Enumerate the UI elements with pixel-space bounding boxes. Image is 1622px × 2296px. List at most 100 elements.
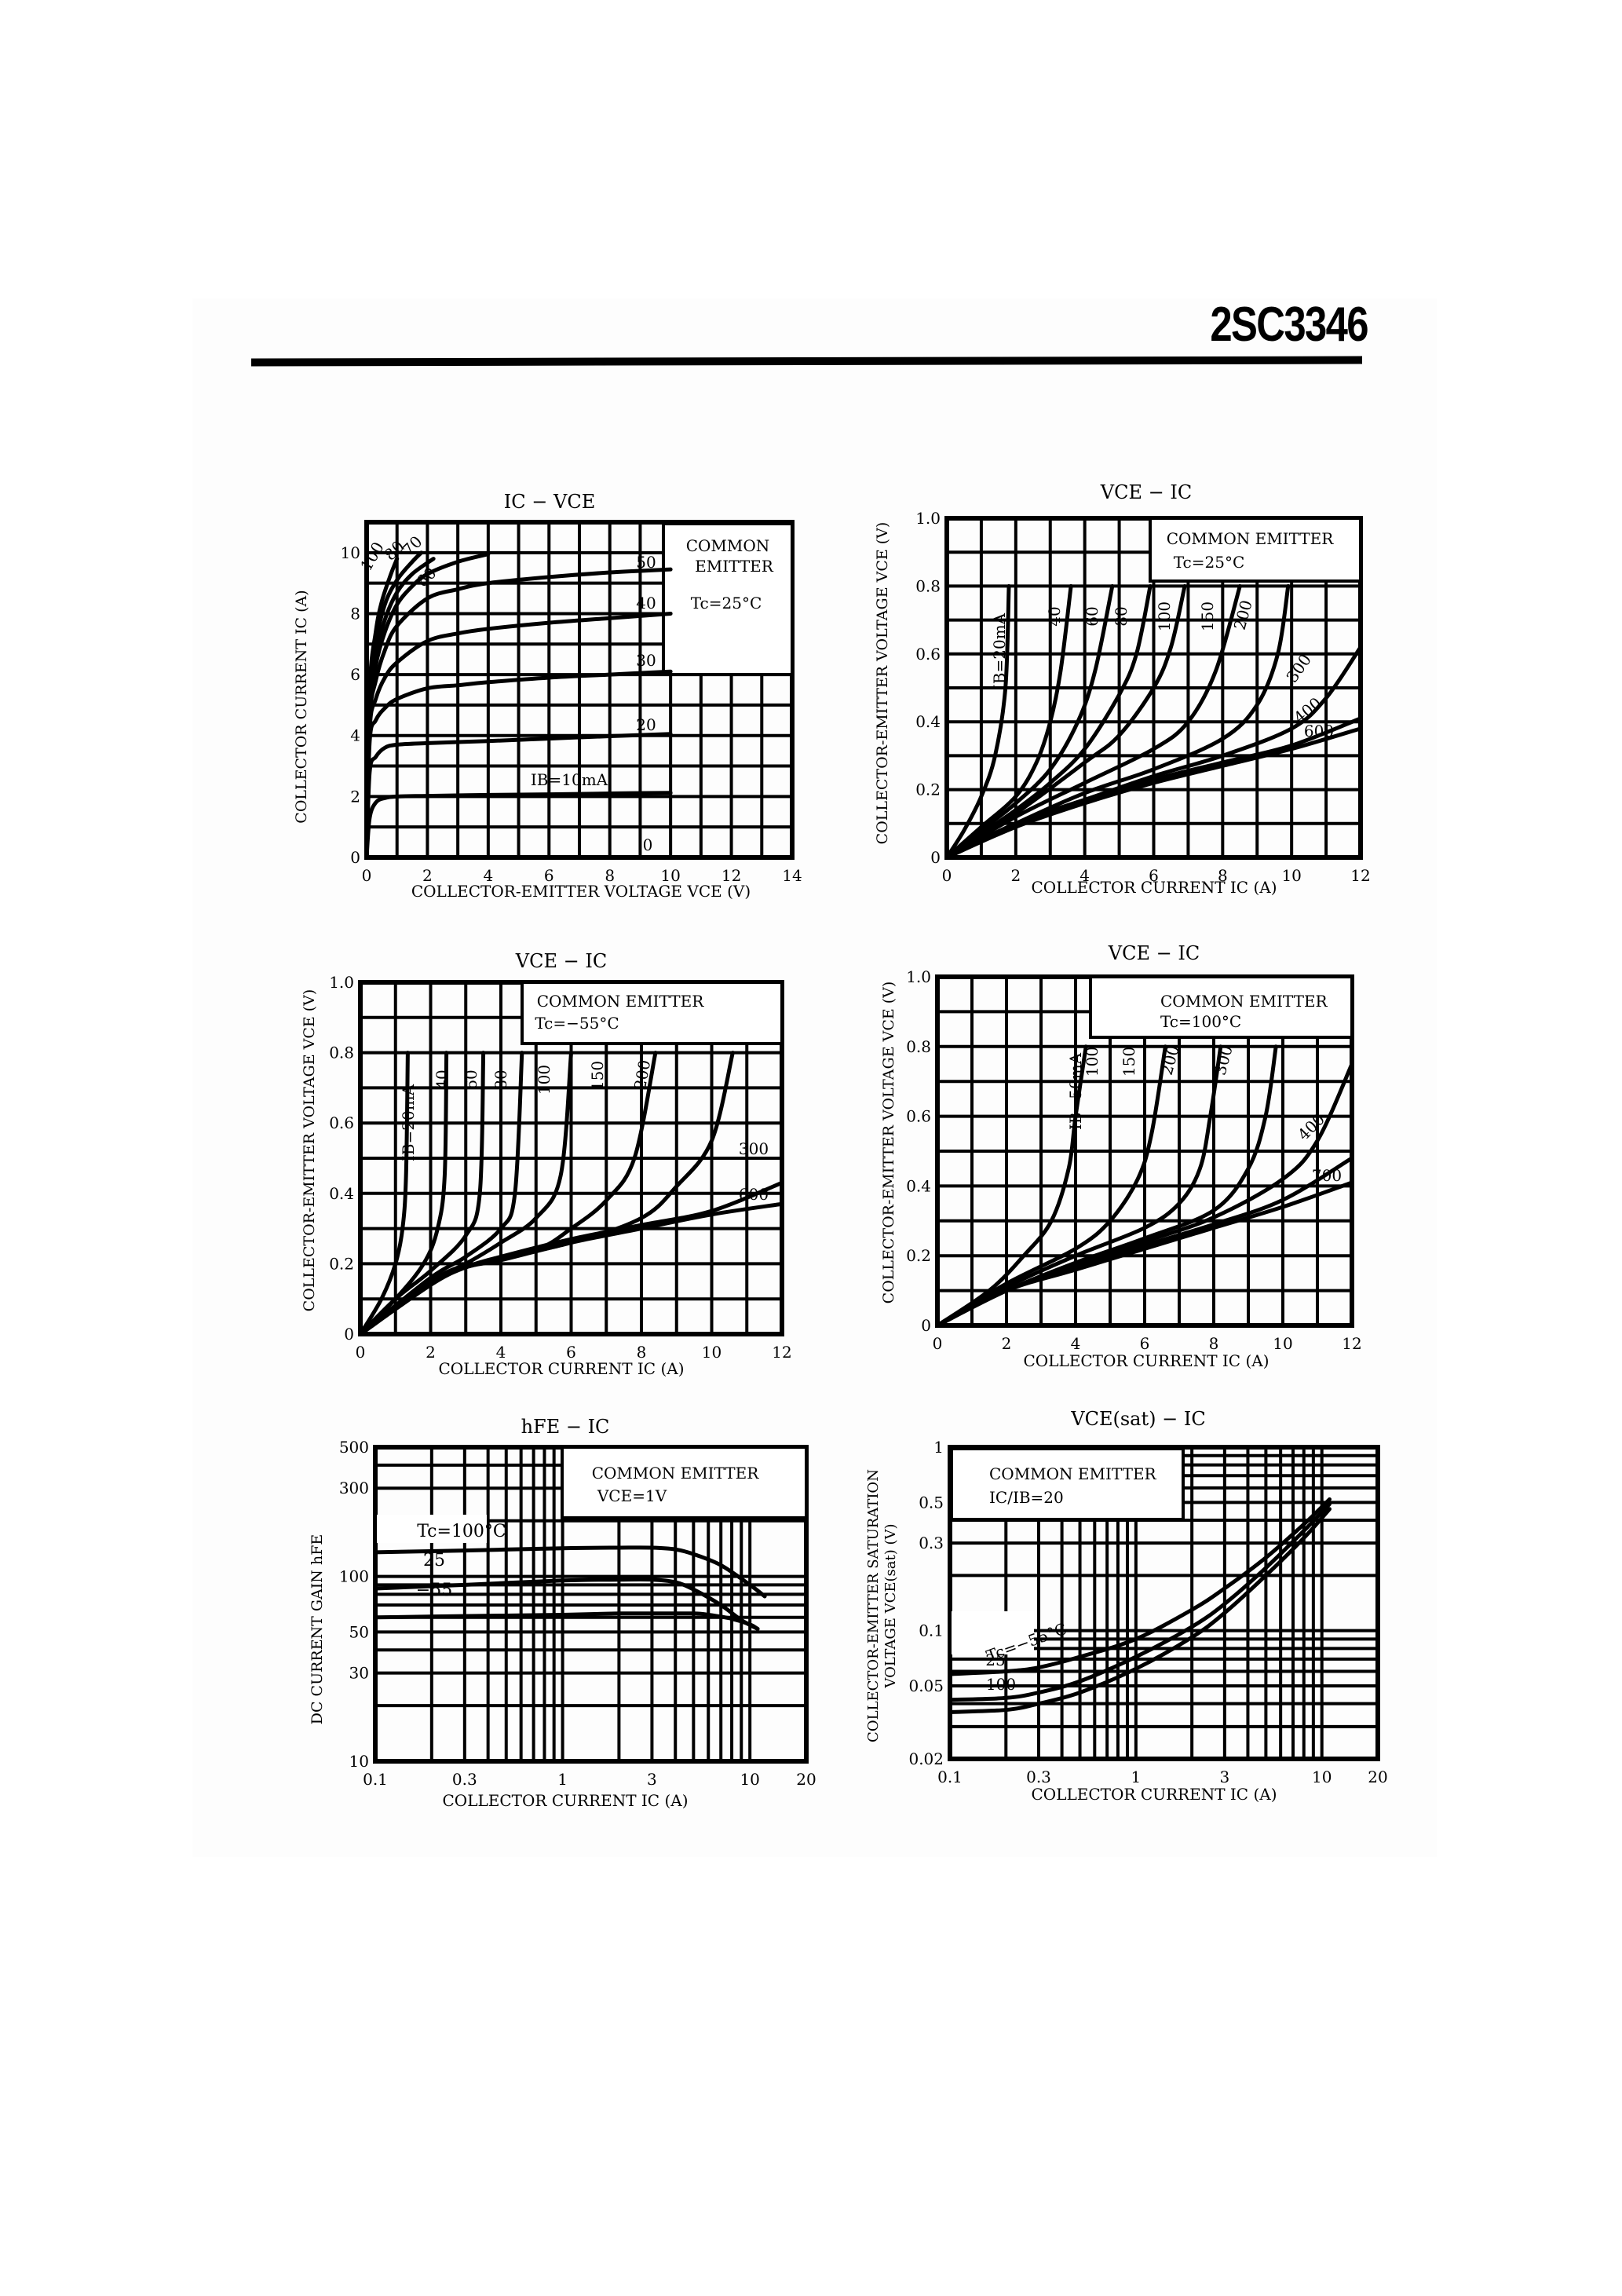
svg-text:COMMON EMITTER: COMMON EMITTER: [1167, 529, 1335, 548]
svg-text:80: 80: [491, 1069, 510, 1089]
chart-vce-ic-100c: COMMON EMITTER Tc=100°C VCE − IC COLLECT…: [880, 942, 1362, 1370]
condition-box: [561, 1446, 808, 1519]
series-curve: [944, 583, 1153, 860]
x-tick-label: 1: [557, 1770, 568, 1789]
chart-title: VCE − IC: [1108, 942, 1200, 964]
y-tick-label: 1: [933, 1438, 944, 1457]
x-tick-label: 1: [1131, 1768, 1141, 1786]
svg-text:−55: −55: [416, 1581, 452, 1600]
series-curve: [364, 557, 436, 860]
y-tick-label: 0: [350, 848, 360, 867]
svg-text:300: 300: [1282, 650, 1315, 686]
y-tick-label: 100: [339, 1567, 369, 1586]
svg-text:COMMON EMITTER: COMMON EMITTER: [1160, 992, 1328, 1011]
series-curve: [358, 1051, 486, 1336]
x-tick-label: 0: [933, 1334, 943, 1353]
series-curve: [944, 583, 1073, 860]
y-tick-label: 8: [350, 604, 360, 623]
y-tick-label: 0.6: [906, 1107, 931, 1126]
y-tick-label: 1.0: [915, 509, 941, 528]
series-curve: [364, 557, 400, 860]
x-tick-label: 10: [1273, 1334, 1292, 1353]
x-tick-label: 20: [796, 1770, 816, 1789]
x-tick-label: 0: [362, 866, 372, 885]
y-tick-label: 0.2: [329, 1254, 354, 1273]
y-axis-label: COLLECTOR CURRENT IC (A): [293, 590, 310, 823]
y-tick-label: 1.0: [906, 967, 931, 986]
y-tick-label: 30: [349, 1664, 369, 1683]
x-axis-label: COLLECTOR CURRENT IC (A): [1024, 1351, 1269, 1370]
svg-text:80: 80: [1112, 606, 1131, 626]
series-curve: [948, 1501, 1332, 1702]
series-curve: [358, 1051, 573, 1336]
series-curve: [935, 1044, 1167, 1328]
series-curve: [373, 1611, 760, 1631]
chart-title: VCE(sat) − IC: [1070, 1408, 1205, 1430]
y-tick-label: 50: [349, 1622, 369, 1641]
y-tick-label: 0.5: [919, 1493, 944, 1512]
series-curve: [948, 1497, 1332, 1676]
chart-title: VCE − IC: [1100, 481, 1192, 503]
x-tick-label: 4: [1071, 1334, 1081, 1353]
y-tick-label: 0.1: [919, 1621, 944, 1640]
x-tick-label: 10: [1281, 866, 1301, 885]
x-tick-label: 6: [1140, 1334, 1150, 1353]
x-tick-label: 2: [1010, 866, 1021, 885]
box-line-1: COMMON: [686, 536, 770, 555]
y-tick-label: 0.8: [329, 1044, 354, 1062]
y-tick-label: 0.8: [906, 1037, 931, 1056]
svg-text:100: 100: [986, 1675, 1016, 1694]
chart-title: hFE − IC: [521, 1416, 610, 1438]
series-curve: [364, 732, 673, 860]
y-tick-label: 10: [349, 1752, 369, 1771]
series-curve: [373, 1577, 760, 1631]
x-tick-label: 10: [702, 1343, 721, 1362]
part-number-heading: 2SC3346: [1210, 298, 1368, 352]
y-tick-label: 0.6: [329, 1113, 354, 1132]
chart-ic-vce: COMMON EMITTER Tc=25°C IC − VCE COLLECTO…: [293, 491, 802, 901]
series-curve: [944, 583, 1011, 860]
x-tick-label: 2: [1002, 1334, 1012, 1353]
y-tick-label: 300: [339, 1479, 369, 1497]
y-tick-label: 0.4: [906, 1176, 931, 1195]
x-tick-label: 20: [1368, 1768, 1387, 1786]
svg-text:Tc=−55°C: Tc=−55°C: [535, 1014, 619, 1033]
series-curve: [358, 1201, 784, 1336]
y-tick-label: 0: [930, 848, 941, 867]
series-curve: [935, 1044, 1088, 1328]
condition-box: [662, 522, 794, 676]
chart-title: IC − VCE: [504, 491, 595, 513]
y-tick-label: 0: [344, 1325, 354, 1344]
x-tick-label: 12: [1342, 1334, 1361, 1353]
svg-text:40: 40: [433, 1069, 451, 1089]
x-tick-label: 8: [637, 1343, 647, 1362]
x-tick-label: 0.1: [937, 1768, 963, 1786]
y-tick-label: 0.05: [908, 1676, 944, 1695]
svg-text:150: 150: [588, 1061, 607, 1091]
y-tick-label: 4: [350, 726, 360, 745]
series-curve: [373, 1545, 767, 1599]
svg-text:50: 50: [636, 553, 656, 572]
y-tick-label: 0.02: [908, 1749, 944, 1768]
x-tick-label: 2: [422, 866, 433, 885]
x-tick-label: 0: [356, 1343, 366, 1362]
series-curve: [948, 1507, 1332, 1714]
ib-label: IB=10mA: [531, 770, 608, 789]
x-tick-label: 0.1: [363, 1770, 388, 1789]
series-curve: [944, 583, 1187, 860]
y-tick-label: 2: [350, 787, 360, 806]
ib-label: IB=20mA: [990, 612, 1009, 690]
series-curve: [358, 1051, 410, 1336]
x-tick-label: 4: [496, 1343, 506, 1362]
svg-text:25: 25: [985, 1651, 1005, 1669]
svg-text:Tc=100°C: Tc=100°C: [417, 1522, 506, 1541]
x-tick-label: 0.3: [1026, 1768, 1051, 1786]
y-tick-label: 1.0: [329, 973, 354, 992]
svg-text:60: 60: [1083, 606, 1101, 626]
condition-box: [521, 981, 784, 1045]
series-curve: [944, 583, 1242, 860]
y-tick-label: 0.8: [915, 576, 941, 595]
chart-vcesat-ic: COMMON EMITTER IC/IB=20 VCE(sat) − IC CO…: [865, 1408, 1388, 1804]
x-tick-label: 2: [426, 1343, 436, 1362]
x-tick-label: 8: [1218, 866, 1228, 885]
